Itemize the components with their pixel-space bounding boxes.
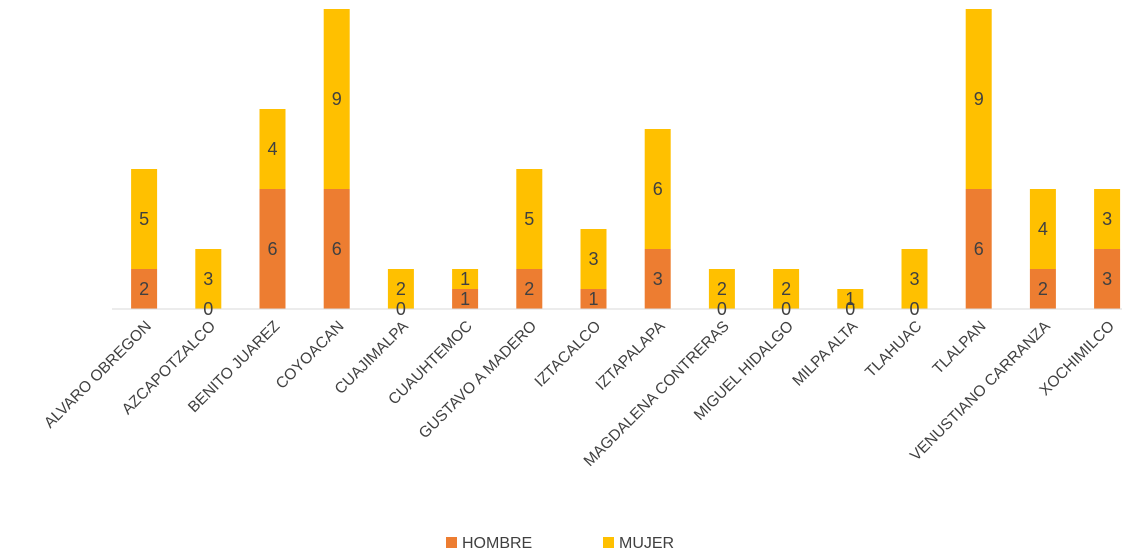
bar-mujer-venustiano-carranza [1029, 189, 1056, 269]
bar-hombre-iztapalapa [644, 249, 671, 309]
bar-mujer-xochimilco [1094, 189, 1121, 249]
bar-mujer-tlalpan [965, 9, 992, 189]
data-label-mujer-venustiano-carranza: 4 [1038, 219, 1048, 239]
legend-label-mujer: MUJER [619, 535, 674, 552]
bar-mujer-milpa-alta [837, 289, 864, 309]
bar-mujer-tlahuac [901, 249, 928, 309]
x-tick-label-milpa-alta: MILPA ALTA [789, 317, 861, 389]
data-label-hombre-iztapalapa: 3 [653, 269, 663, 289]
bar-mujer-iztacalco [580, 229, 607, 289]
data-label-hombre-cuajimalpa: 0 [396, 299, 406, 319]
bar-hombre-tlalpan [965, 189, 992, 309]
bar-hombre-cuauhtemoc [452, 289, 479, 309]
data-label-hombre-iztacalco: 1 [588, 289, 598, 309]
legend-swatch-mujer [603, 537, 614, 548]
bar-mujer-gustavo-a-madero [516, 169, 543, 269]
data-label-hombre-miguel-hidalgo: 0 [781, 299, 791, 319]
legend-label-hombre: HOMBRE [462, 535, 532, 552]
bar-mujer-cuauhtemoc [452, 269, 479, 289]
data-label-hombre-magdalena-contreras: 0 [717, 299, 727, 319]
data-label-mujer-milpa-alta: 1 [845, 289, 855, 309]
data-label-hombre-tlalpan: 6 [974, 239, 984, 259]
legend-swatch-hombre [446, 537, 457, 548]
data-label-mujer-xochimilco: 3 [1102, 209, 1112, 229]
bar-hombre-gustavo-a-madero [516, 269, 543, 309]
bar-mujer-benito-juarez [259, 109, 286, 189]
data-label-mujer-gustavo-a-madero: 5 [524, 209, 534, 229]
bar-hombre-benito-juarez [259, 189, 286, 309]
data-label-mujer-magdalena-contreras: 2 [717, 279, 727, 299]
data-label-hombre-benito-juarez: 6 [267, 239, 277, 259]
data-label-hombre-xochimilco: 3 [1102, 269, 1112, 289]
data-label-hombre-milpa-alta: 0 [845, 299, 855, 319]
bar-hombre-iztacalco [580, 289, 607, 309]
data-label-mujer-alvaro-obregon: 5 [139, 209, 149, 229]
data-label-mujer-cuajimalpa: 2 [396, 279, 406, 299]
data-label-mujer-iztapalapa: 6 [653, 179, 663, 199]
bar-mujer-alvaro-obregon [131, 169, 158, 269]
data-label-mujer-azcapotzalco: 3 [203, 269, 213, 289]
x-tick-label-tlahuac: TLAHUAC [862, 318, 925, 381]
x-tick-label-venustiano-carranza: VENUSTIANO CARRANZA [907, 317, 1054, 464]
x-tick-label-gustavo-a-madero: GUSTAVO A MADERO [416, 318, 540, 442]
bar-mujer-miguel-hidalgo [773, 269, 800, 309]
data-label-hombre-tlahuac: 0 [909, 299, 919, 319]
data-label-mujer-miguel-hidalgo: 2 [781, 279, 791, 299]
data-label-hombre-gustavo-a-madero: 2 [524, 279, 534, 299]
data-label-mujer-cuauhtemoc: 1 [460, 269, 470, 289]
bar-mujer-azcapotzalco [195, 249, 222, 309]
data-label-hombre-coyoacan: 6 [332, 239, 342, 259]
data-label-hombre-azcapotzalco: 0 [203, 299, 213, 319]
data-label-hombre-alvaro-obregon: 2 [139, 279, 149, 299]
bar-hombre-venustiano-carranza [1029, 269, 1056, 309]
data-label-hombre-venustiano-carranza: 2 [1038, 279, 1048, 299]
bar-hombre-coyoacan [323, 189, 350, 309]
bar-hombre-alvaro-obregon [131, 269, 158, 309]
bar-hombre-xochimilco [1094, 249, 1121, 309]
data-label-hombre-cuauhtemoc: 1 [460, 289, 470, 309]
legend: HOMBRE MUJER [446, 535, 674, 552]
bars-group [131, 9, 1121, 309]
bar-mujer-magdalena-contreras [708, 269, 735, 309]
data-label-mujer-tlalpan: 9 [974, 89, 984, 109]
x-tick-label-alvaro-obregon: ALVARO OBREGON [41, 318, 155, 432]
data-label-mujer-tlahuac: 3 [909, 269, 919, 289]
data-label-mujer-coyoacan: 9 [332, 89, 342, 109]
x-tick-label-tlalpan: TLALPAN [930, 318, 990, 378]
data-label-mujer-iztacalco: 3 [588, 249, 598, 269]
bar-mujer-iztapalapa [644, 129, 671, 249]
bar-mujer-coyoacan [323, 9, 350, 189]
bar-mujer-cuajimalpa [387, 269, 414, 309]
data-label-mujer-benito-juarez: 4 [267, 139, 277, 159]
